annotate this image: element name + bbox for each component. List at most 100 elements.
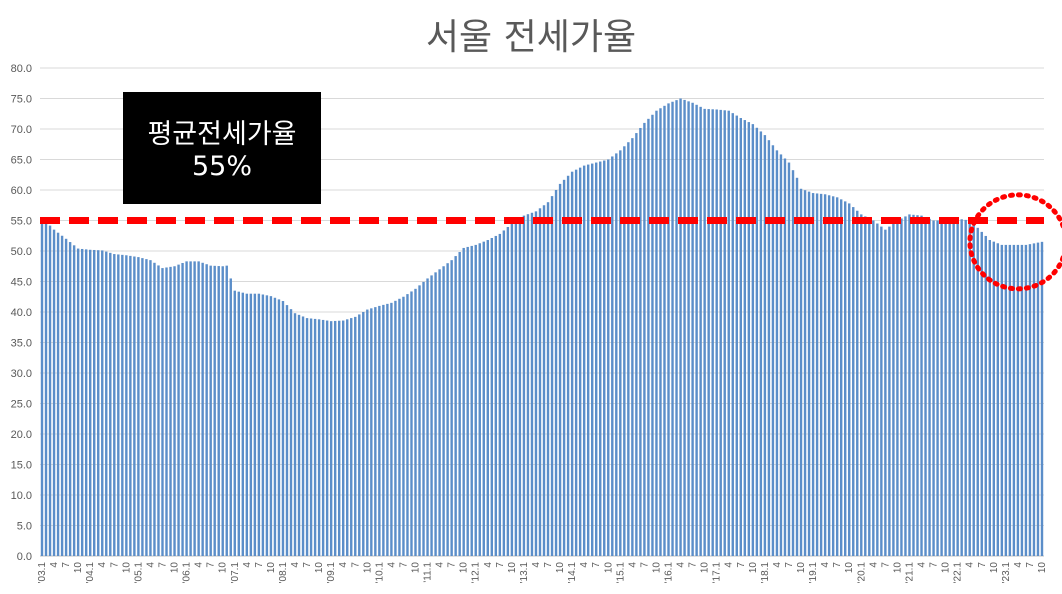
bar (550, 196, 554, 556)
bar (767, 140, 771, 556)
y-tick-label: 0.0 (17, 551, 32, 563)
x-tick-label: '16.1 (664, 562, 675, 584)
bar (791, 170, 795, 556)
x-tick-label: 10 (603, 562, 614, 574)
bar (715, 109, 718, 556)
x-tick-label: 4 (772, 562, 783, 568)
bar (261, 294, 265, 556)
x-tick-label: 4 (531, 562, 542, 568)
bar (775, 150, 779, 556)
bar (779, 154, 783, 557)
bar (458, 252, 461, 556)
bar (928, 218, 931, 556)
bar (591, 163, 594, 556)
x-tick-label: 4 (145, 562, 156, 568)
bar (823, 194, 827, 556)
bar (755, 127, 759, 556)
bar (56, 232, 60, 556)
bar (530, 212, 534, 556)
bar (707, 109, 710, 556)
y-tick-label: 10.0 (11, 490, 32, 502)
x-tick-label: 10 (507, 562, 518, 574)
bar (101, 250, 104, 556)
bar (446, 263, 449, 556)
x-tick-label: 4 (820, 562, 831, 568)
bar (522, 215, 526, 556)
x-tick-label: 4 (290, 562, 301, 568)
bar (546, 202, 550, 556)
x-tick-label: 4 (627, 562, 638, 568)
bar (313, 318, 317, 556)
bar (924, 217, 927, 556)
bar (984, 235, 987, 556)
bar (422, 281, 425, 556)
bar (378, 305, 381, 556)
bar (209, 265, 212, 556)
x-tick-label: 4 (965, 562, 976, 568)
x-tick-label: '21.1 (905, 562, 916, 584)
x-tick-label: 10 (362, 562, 373, 574)
bar (671, 101, 674, 556)
bar (64, 238, 68, 557)
bar (502, 230, 506, 556)
x-tick-label: 10 (459, 562, 470, 574)
bar-series (40, 98, 1044, 557)
bar (948, 219, 951, 556)
bar (145, 259, 148, 556)
bar (498, 233, 502, 557)
bar (956, 218, 959, 557)
bar (582, 165, 586, 556)
average-annotation-label: 평균전세가율 (147, 119, 297, 150)
bar (40, 217, 44, 556)
x-tick-label: 10 (73, 562, 84, 574)
bar (337, 320, 341, 556)
bar (1036, 242, 1040, 557)
y-tick-label: 70.0 (11, 124, 32, 136)
bar (711, 109, 714, 556)
x-tick-label: '13.1 (519, 562, 530, 584)
bar (382, 304, 385, 556)
bar (944, 220, 947, 556)
y-tick-label: 80.0 (11, 63, 32, 75)
bar (141, 258, 144, 556)
bar (506, 227, 510, 556)
y-tick-label: 75.0 (11, 94, 32, 106)
x-tick-label: 7 (61, 562, 72, 568)
y-tick-label: 5.0 (17, 521, 32, 533)
bar (514, 220, 518, 556)
bar (44, 221, 48, 556)
x-tick-label: '23.1 (1001, 562, 1012, 584)
bar (827, 195, 831, 557)
x-tick-label: '15.1 (615, 562, 626, 584)
bar (643, 122, 646, 557)
bar (900, 218, 903, 556)
bar (109, 252, 112, 556)
bar (542, 205, 546, 556)
bar (856, 210, 859, 557)
x-tick-label: '06.1 (182, 562, 193, 584)
bar (1032, 243, 1036, 557)
bar (309, 318, 313, 556)
bar (277, 299, 281, 556)
bar (795, 177, 799, 557)
x-tick-label: 7 (350, 562, 361, 568)
bar (566, 175, 570, 556)
bar (787, 162, 791, 557)
x-tick-label: 4 (868, 562, 879, 568)
bar (205, 264, 208, 556)
x-tick-label: 10 (844, 562, 855, 574)
bar (137, 257, 140, 556)
bar (470, 245, 473, 557)
x-tick-label: '07.1 (230, 562, 241, 584)
bar (719, 109, 722, 556)
bar (72, 245, 76, 556)
x-tick-label: '18.1 (760, 562, 771, 584)
bar (727, 110, 730, 556)
bar (281, 301, 285, 556)
bar (936, 220, 939, 556)
bar (868, 218, 871, 556)
bar (229, 278, 232, 556)
x-tick-label: 10 (700, 562, 711, 574)
bar (474, 244, 477, 556)
bar (831, 196, 835, 557)
